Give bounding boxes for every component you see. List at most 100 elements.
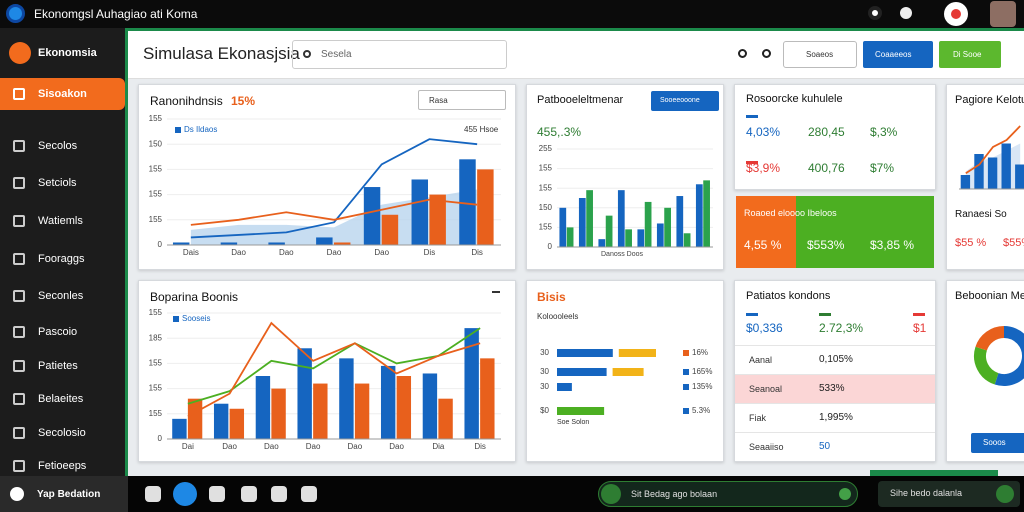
line	[187, 321, 481, 418]
y-tick-label: 155	[539, 164, 553, 173]
kpi-value: 2.72,3%	[819, 321, 864, 335]
settings-button[interactable]	[762, 49, 771, 58]
row-label: Fiak	[749, 413, 767, 423]
status-pill[interactable]: Sihe bedo dalanla	[878, 481, 1020, 507]
pill-icon	[601, 484, 621, 504]
bar	[363, 187, 381, 245]
card-title: Patbooeleltmenar	[537, 94, 624, 106]
banner-value: 4,55 %	[744, 238, 782, 252]
header: Simulasa Ekonasjsia Sesela Soaeos Coaaeeos D…	[128, 31, 1024, 79]
taskbar-icon[interactable]	[271, 486, 287, 502]
user-section[interactable]: Yap Bedation	[0, 476, 128, 512]
card-title: Rosoorcke kuhulele	[746, 93, 843, 105]
bar	[480, 358, 495, 439]
x-tick-label: Dao	[264, 442, 279, 451]
sidebar-item[interactable]: Fetioeeps	[0, 450, 125, 482]
card: Boparina Boonis Sooseis 0 155 155 155 185 155 Da…	[138, 280, 516, 462]
sidebar: Ekonomsia Sisoakon Secolos Setciols Watiemls…	[0, 28, 125, 476]
sidebar-item[interactable]: Watiemls	[0, 205, 125, 237]
close-icon	[492, 291, 500, 299]
y-tick-label: 150	[149, 139, 163, 148]
y-tick-label: 155	[149, 384, 163, 393]
bar	[644, 201, 652, 247]
taskbar-icon[interactable]	[301, 486, 317, 502]
legend-swatch	[175, 127, 181, 133]
sidebar-item[interactable]: Setciols	[0, 167, 125, 199]
bar	[380, 365, 396, 439]
sidebar-item[interactable]: Seconles	[0, 280, 125, 312]
card-button[interactable]: Sooeeooone	[651, 91, 719, 111]
sidebar-icon	[13, 360, 25, 372]
table-row[interactable]: Fiak 1,995%	[735, 403, 935, 432]
card-title: Beboonian Me	[955, 290, 1024, 302]
sidebar-item[interactable]: Secolos	[0, 130, 125, 162]
sidebar-icon	[13, 140, 25, 152]
sidebar-item[interactable]: Secolosio	[0, 417, 125, 449]
status-pill[interactable]: Sit Bedag ago bolaan	[598, 481, 858, 507]
value-label: 5.3%	[692, 406, 710, 415]
metric-value: $7%	[870, 161, 895, 175]
dropdown[interactable]: Rasa	[418, 90, 506, 110]
card: Pagiore Kelotu Ranaesi So $55 % $55%	[946, 84, 1024, 270]
bar	[695, 184, 703, 247]
table-row[interactable]: Aanal 0,105%	[735, 345, 935, 374]
card-value: $55%	[1003, 237, 1024, 249]
card: Beboonian Me Sooos	[946, 280, 1024, 462]
bar	[960, 175, 971, 189]
primary-button[interactable]: Coaaeeos	[863, 41, 933, 68]
sidebar-item[interactable]: Patietes	[0, 350, 125, 382]
taskbar-icon[interactable]	[173, 482, 197, 506]
row-value: 533%	[819, 383, 845, 394]
brand-name: Ekonomsia	[38, 47, 97, 59]
search-icon	[303, 50, 311, 58]
y-tick-label: 155	[149, 359, 163, 368]
avatar[interactable]	[990, 1, 1016, 27]
kpi-marker	[819, 313, 831, 316]
kpi-marker	[913, 313, 925, 316]
card-value: $55 %	[955, 237, 987, 249]
row-label: Seanoal	[749, 384, 783, 394]
sidebar-item[interactable]: Sisoakon	[0, 78, 125, 110]
sidebar-item[interactable]: Fooraggs	[0, 243, 125, 275]
card-button[interactable]: Sooos	[971, 433, 1024, 453]
sidebar-label: Pascoio	[38, 326, 78, 338]
sidebar-icon	[13, 88, 25, 100]
banner-left	[736, 196, 796, 268]
bar	[566, 227, 574, 247]
legend-label: Sooseis	[182, 314, 211, 323]
bar	[213, 403, 229, 439]
bar	[477, 169, 494, 245]
y-tick-label: 30	[540, 382, 549, 391]
metric-value: $,3%	[870, 125, 898, 139]
legend-swatch	[173, 316, 179, 322]
sidebar-item[interactable]: Belaeites	[0, 383, 125, 415]
bar	[255, 376, 271, 439]
table-row[interactable]: Seanoal 533%	[735, 374, 935, 403]
value-label: 135%	[692, 382, 712, 391]
sidebar-icon	[13, 393, 25, 405]
bar	[422, 373, 438, 439]
taskbar-icon[interactable]	[241, 486, 257, 502]
bar	[557, 407, 605, 415]
taskbar-icon[interactable]	[209, 486, 225, 502]
chart: 0 155 150 155 155 255	[539, 145, 713, 249]
search-box[interactable]: Sesela	[292, 40, 507, 69]
bar	[271, 388, 286, 439]
bar	[334, 242, 351, 245]
y-tick-label: 30	[540, 367, 549, 376]
sidebar-item[interactable]: Pascoio	[0, 316, 125, 348]
bar	[974, 154, 984, 189]
table-row[interactable]: Seaaiiso 50	[735, 432, 935, 461]
select[interactable]: Soaeos	[783, 41, 857, 68]
top-bar: Ekonomgsl Auhagiao ati Koma	[0, 0, 1024, 28]
search-placeholder: Sesela	[321, 49, 352, 60]
banner: Roaoed eloooo Ibeloos 4,55 % $553% $3,85 %	[736, 196, 934, 268]
success-button[interactable]: Di Sooe	[939, 41, 1001, 68]
pill-dot	[839, 488, 851, 500]
user-icon	[10, 487, 24, 501]
taskbar-icon[interactable]	[145, 486, 161, 502]
y-tick-label: 155	[539, 183, 553, 192]
donut-slice	[975, 326, 1005, 351]
sidebar-label: Secolos	[38, 140, 78, 152]
search-button[interactable]	[738, 49, 747, 58]
